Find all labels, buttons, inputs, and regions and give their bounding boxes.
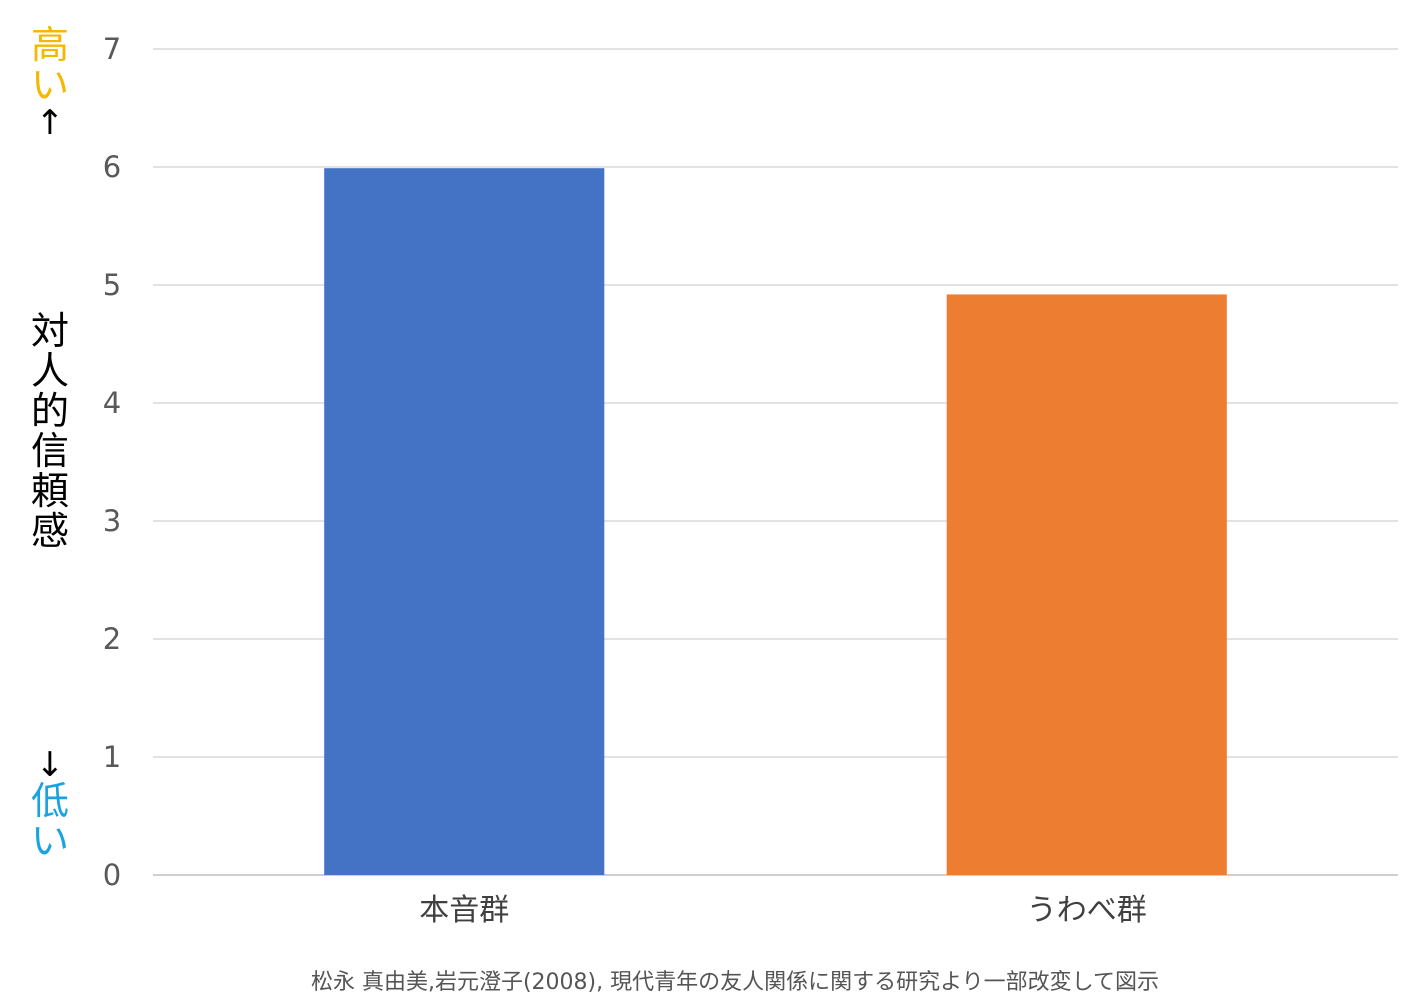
y-tick-label: 5: [103, 268, 121, 302]
arrow-down-icon: ↓: [35, 745, 65, 785]
y-axis-title-char: 対: [30, 309, 69, 353]
y-axis-title-char: 頼: [30, 469, 69, 513]
x-category-label: 本音群: [419, 893, 509, 928]
y-tick-label: 2: [103, 622, 121, 656]
low-label-char: い: [30, 819, 69, 863]
y-tick-label: 1: [103, 740, 121, 774]
bar-1: [324, 168, 605, 875]
y-tick-label: 7: [103, 32, 121, 66]
y-axis-title-char: 的: [30, 389, 69, 433]
y-axis-title-char: 信: [30, 429, 69, 473]
y-tick-label: 4: [103, 386, 121, 420]
y-tick-label: 6: [103, 150, 121, 184]
bar-2: [946, 294, 1227, 875]
y-axis-low-label: ↓ 低い: [18, 748, 82, 862]
y-axis-high-label: 高い ↑: [18, 26, 82, 140]
y-tick-label: 3: [103, 504, 121, 538]
y-axis-title: 対人的信頼感: [18, 312, 82, 552]
y-tick-label: 0: [103, 858, 121, 892]
high-label-char: 高: [30, 23, 69, 67]
source-citation: 松永 真由美,岩元澄子(2008), 現代青年の友人関係に関する研究より一部改変…: [310, 970, 1160, 995]
bars: [324, 168, 1227, 875]
x-category-label: うわべ群: [1027, 893, 1147, 928]
y-axis-title-char: 感: [30, 509, 69, 553]
arrow-up-icon: ↑: [35, 103, 65, 143]
low-label-char: 低: [30, 779, 69, 823]
x-category-labels: 本音群 うわべ群: [419, 893, 1147, 928]
y-axis-title-char: 人: [30, 349, 69, 393]
high-label-char: い: [30, 63, 69, 107]
y-tick-labels: 0 1 2 3 4 5 6 7: [103, 32, 121, 892]
